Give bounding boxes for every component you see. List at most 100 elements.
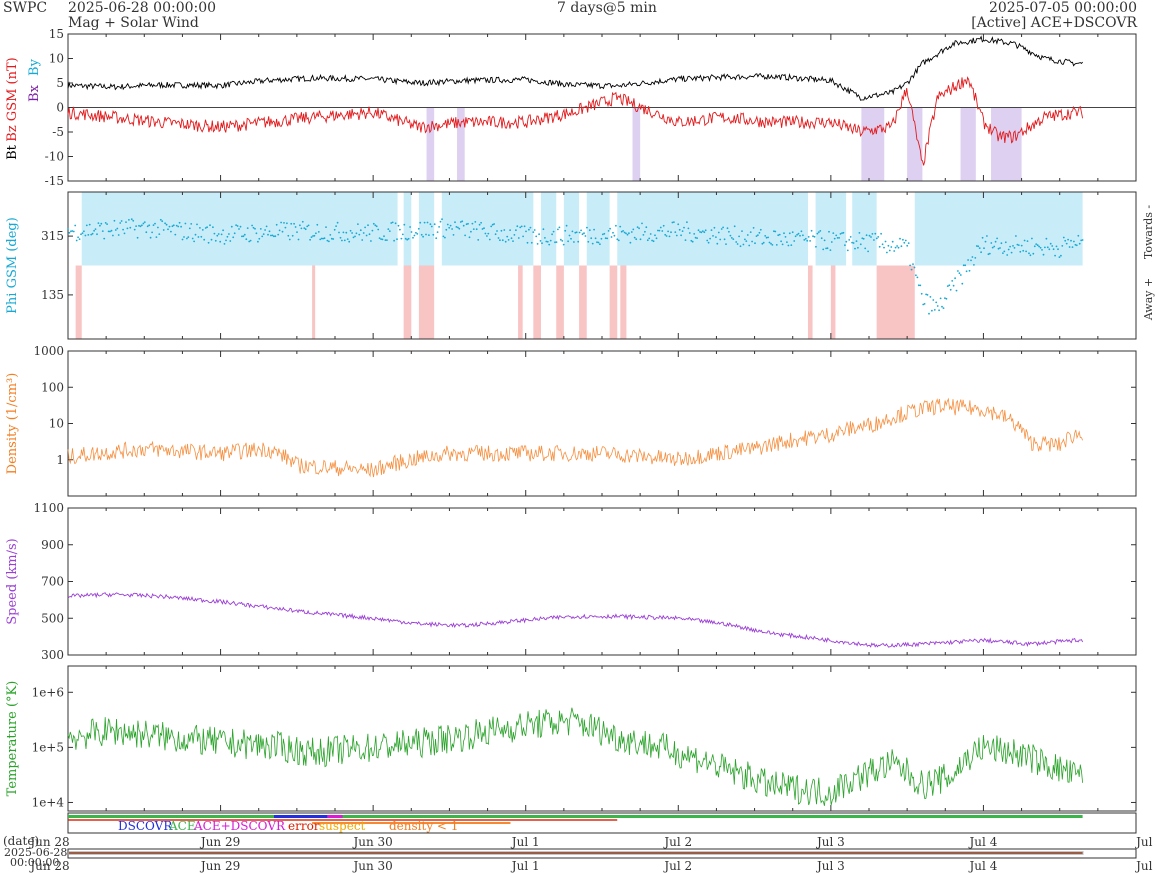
phi-point (332, 238, 335, 240)
phi-point (435, 237, 438, 240)
phi-point (164, 222, 167, 225)
phi-point (686, 221, 688, 224)
phi-point (265, 225, 268, 228)
phi-point (301, 220, 304, 223)
phi-point (549, 239, 552, 242)
phi-point (90, 233, 93, 236)
phi-point (249, 239, 252, 242)
phi-point (228, 233, 230, 235)
phi-point (704, 229, 707, 232)
phi-point (446, 223, 449, 226)
phi-point (381, 238, 384, 241)
phi-point (786, 241, 788, 244)
phi-point (152, 224, 155, 227)
phi-point (87, 234, 90, 236)
phi-point (113, 219, 116, 222)
legend-ace: ACE (168, 819, 196, 833)
phi-point (530, 241, 533, 244)
phi-point (739, 245, 742, 248)
phi-point (730, 237, 733, 239)
phi-point (351, 232, 353, 234)
phi-point (384, 239, 387, 242)
phi-point (764, 235, 767, 237)
away-sector-fill (418, 265, 435, 339)
phi-point (161, 220, 164, 223)
phi-point (100, 222, 103, 225)
phi-point (104, 222, 107, 224)
phi-point (775, 244, 778, 246)
temperature-ytick-label: 1e+6 (32, 685, 64, 699)
phi-point (562, 243, 565, 246)
phi-point (870, 236, 872, 238)
phi-point (861, 237, 864, 240)
phi-point (668, 235, 671, 238)
phi-point (312, 235, 314, 237)
phi-point (545, 240, 548, 243)
phi-point (1038, 245, 1040, 248)
phi-point (1058, 256, 1061, 258)
phi-point (371, 229, 374, 232)
legend-error: error (288, 819, 320, 833)
phi-point (920, 292, 923, 295)
phi-point (844, 244, 846, 247)
phi-point (701, 230, 704, 233)
mag-ytick-label: 0 (56, 101, 64, 115)
phi-point (868, 234, 871, 237)
phi-point (907, 242, 910, 245)
phi-point (600, 237, 603, 240)
phi-point (820, 237, 823, 240)
phi-point (288, 238, 291, 241)
phi-point (1077, 234, 1080, 237)
phi-point (674, 231, 677, 234)
phi-point (662, 224, 665, 227)
mag-ytick-label: 10 (49, 52, 64, 66)
phi-point (658, 229, 661, 232)
density-flag-bar (312, 822, 511, 824)
phi-point (899, 237, 901, 240)
phi-point (759, 228, 762, 231)
phi-point (97, 222, 100, 225)
phi-point (94, 228, 97, 231)
speed-frame (67, 507, 1137, 656)
phi-point (687, 227, 690, 230)
phi-point (755, 235, 758, 238)
phi-point (858, 232, 861, 234)
phi-point (174, 233, 177, 236)
phi-point (483, 227, 485, 230)
header-span: 7 days@5 min (557, 0, 657, 16)
phi-point (571, 230, 574, 233)
bz-negative-shade (426, 107, 435, 181)
phi-point (1023, 239, 1026, 242)
phi-point (125, 221, 127, 224)
phi-point (270, 234, 272, 237)
away-sector-fill (830, 265, 836, 339)
phi-point (93, 229, 95, 232)
phi-point (136, 236, 139, 239)
phi-point (507, 239, 510, 241)
away-sector-fill (533, 265, 541, 339)
phi-point (846, 249, 849, 252)
xaxis-label-top: Jun 28 (28, 835, 69, 849)
phi-point (733, 225, 736, 228)
phi-point (855, 240, 858, 243)
phi-point (574, 231, 577, 234)
phi-point (320, 237, 323, 240)
phi-point (736, 243, 739, 245)
phi-point (415, 231, 417, 234)
phi-point (80, 233, 82, 236)
phi-point (604, 237, 607, 240)
towards-gap (846, 192, 853, 266)
phi-point (200, 235, 203, 238)
speed-ytick-label: 300 (41, 648, 64, 662)
phi-point (871, 233, 874, 235)
phi-point (517, 237, 520, 239)
phi-point (542, 228, 545, 231)
phi-point (1071, 246, 1074, 249)
phi-point (620, 230, 623, 233)
phi-point (313, 234, 316, 237)
phi-point (648, 237, 651, 240)
phi-point (426, 221, 429, 224)
phi-point (349, 229, 352, 232)
phi-point (1015, 235, 1017, 237)
phi-point (509, 229, 511, 232)
